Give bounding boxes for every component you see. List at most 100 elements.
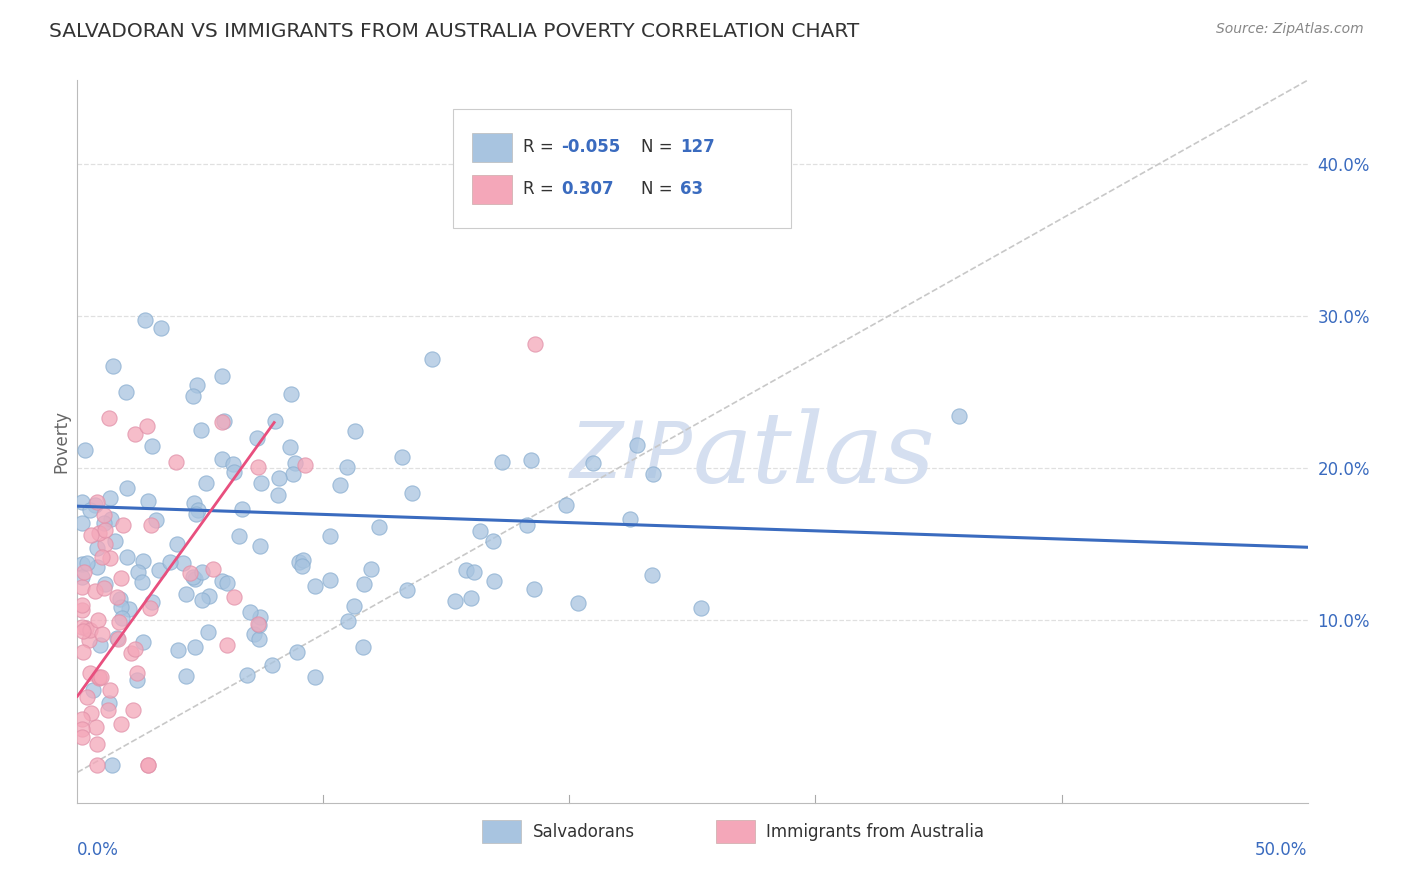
Point [391, 450, 413, 464]
Point [100, 511, 122, 525]
Point [318, 529, 340, 543]
Point [89, 670, 111, 684]
Point [87, 525, 110, 540]
Point [94, 537, 117, 551]
Point [86, 541, 108, 556]
Point [80, 706, 103, 721]
Point [73, 566, 96, 580]
Point [567, 597, 589, 611]
Text: 63: 63 [681, 180, 703, 198]
Point [110, 717, 132, 731]
Point [127, 566, 149, 580]
Point [139, 518, 162, 533]
Point [329, 478, 352, 492]
Point [336, 459, 359, 474]
Point [187, 502, 209, 516]
Point [318, 573, 340, 587]
Point [148, 563, 170, 577]
Point [267, 488, 290, 502]
Point [217, 638, 239, 652]
Point [491, 455, 513, 469]
Point [91, 627, 114, 641]
Point [524, 337, 547, 351]
Point [948, 409, 970, 424]
Y-axis label: Poverty: Poverty [52, 410, 70, 473]
Point [291, 553, 314, 567]
Point [131, 575, 153, 590]
Point [98, 551, 121, 566]
Point [250, 476, 273, 491]
Point [690, 601, 713, 615]
Text: SALVADORAN VS IMMIGRANTS FROM AUSTRALIA POVERTY CORRELATION CHART: SALVADORAN VS IMMIGRANTS FROM AUSTRALIA … [49, 22, 859, 41]
Point [110, 571, 132, 585]
Point [83, 498, 105, 512]
Point [70, 722, 93, 736]
Point [231, 502, 253, 516]
Text: R =: R = [523, 180, 558, 198]
Point [108, 592, 131, 607]
Point [87, 613, 110, 627]
Text: 127: 127 [681, 138, 714, 156]
Point [159, 555, 181, 569]
Point [288, 555, 311, 569]
Point [211, 415, 233, 429]
Point [246, 459, 269, 474]
Point [101, 359, 124, 374]
Point [141, 595, 163, 609]
Point [304, 579, 326, 593]
Point [260, 657, 283, 672]
Point [114, 384, 136, 399]
Point [110, 611, 132, 625]
Point [353, 576, 375, 591]
Point [132, 554, 155, 568]
Point [304, 669, 326, 683]
Text: 0.307: 0.307 [561, 180, 613, 198]
Point [110, 600, 132, 615]
Point [124, 427, 146, 442]
Point [249, 610, 271, 624]
Point [80, 528, 103, 542]
Text: atlas: atlas [693, 409, 935, 504]
Point [184, 640, 207, 655]
Point [117, 550, 139, 565]
Point [70, 603, 93, 617]
Point [77, 632, 100, 647]
Point [105, 631, 128, 645]
Point [294, 458, 316, 472]
Point [91, 550, 114, 565]
Point [284, 456, 307, 470]
Point [463, 565, 485, 579]
Point [98, 491, 121, 505]
Point [401, 485, 423, 500]
Point [360, 562, 382, 576]
Point [619, 512, 641, 526]
Point [263, 414, 285, 428]
Point [181, 389, 204, 403]
Point [191, 592, 214, 607]
Point [352, 640, 374, 655]
Point [217, 575, 239, 590]
Point [93, 523, 115, 537]
Point [202, 562, 225, 576]
Point [86, 494, 108, 508]
Point [75, 622, 97, 636]
Text: Salvadorans: Salvadorans [533, 822, 634, 840]
Point [195, 476, 218, 491]
FancyBboxPatch shape [472, 175, 512, 204]
Point [149, 321, 172, 335]
Point [70, 620, 93, 634]
Point [70, 495, 93, 509]
Text: 50.0%: 50.0% [1256, 841, 1308, 859]
Point [246, 431, 269, 445]
Point [211, 369, 233, 384]
Point [222, 591, 245, 605]
Point [179, 566, 201, 580]
Point [482, 534, 505, 549]
Point [94, 576, 117, 591]
Point [222, 465, 245, 479]
Point [582, 456, 605, 470]
Point [122, 703, 145, 717]
Point [79, 623, 101, 637]
Point [247, 632, 270, 647]
Point [111, 517, 134, 532]
